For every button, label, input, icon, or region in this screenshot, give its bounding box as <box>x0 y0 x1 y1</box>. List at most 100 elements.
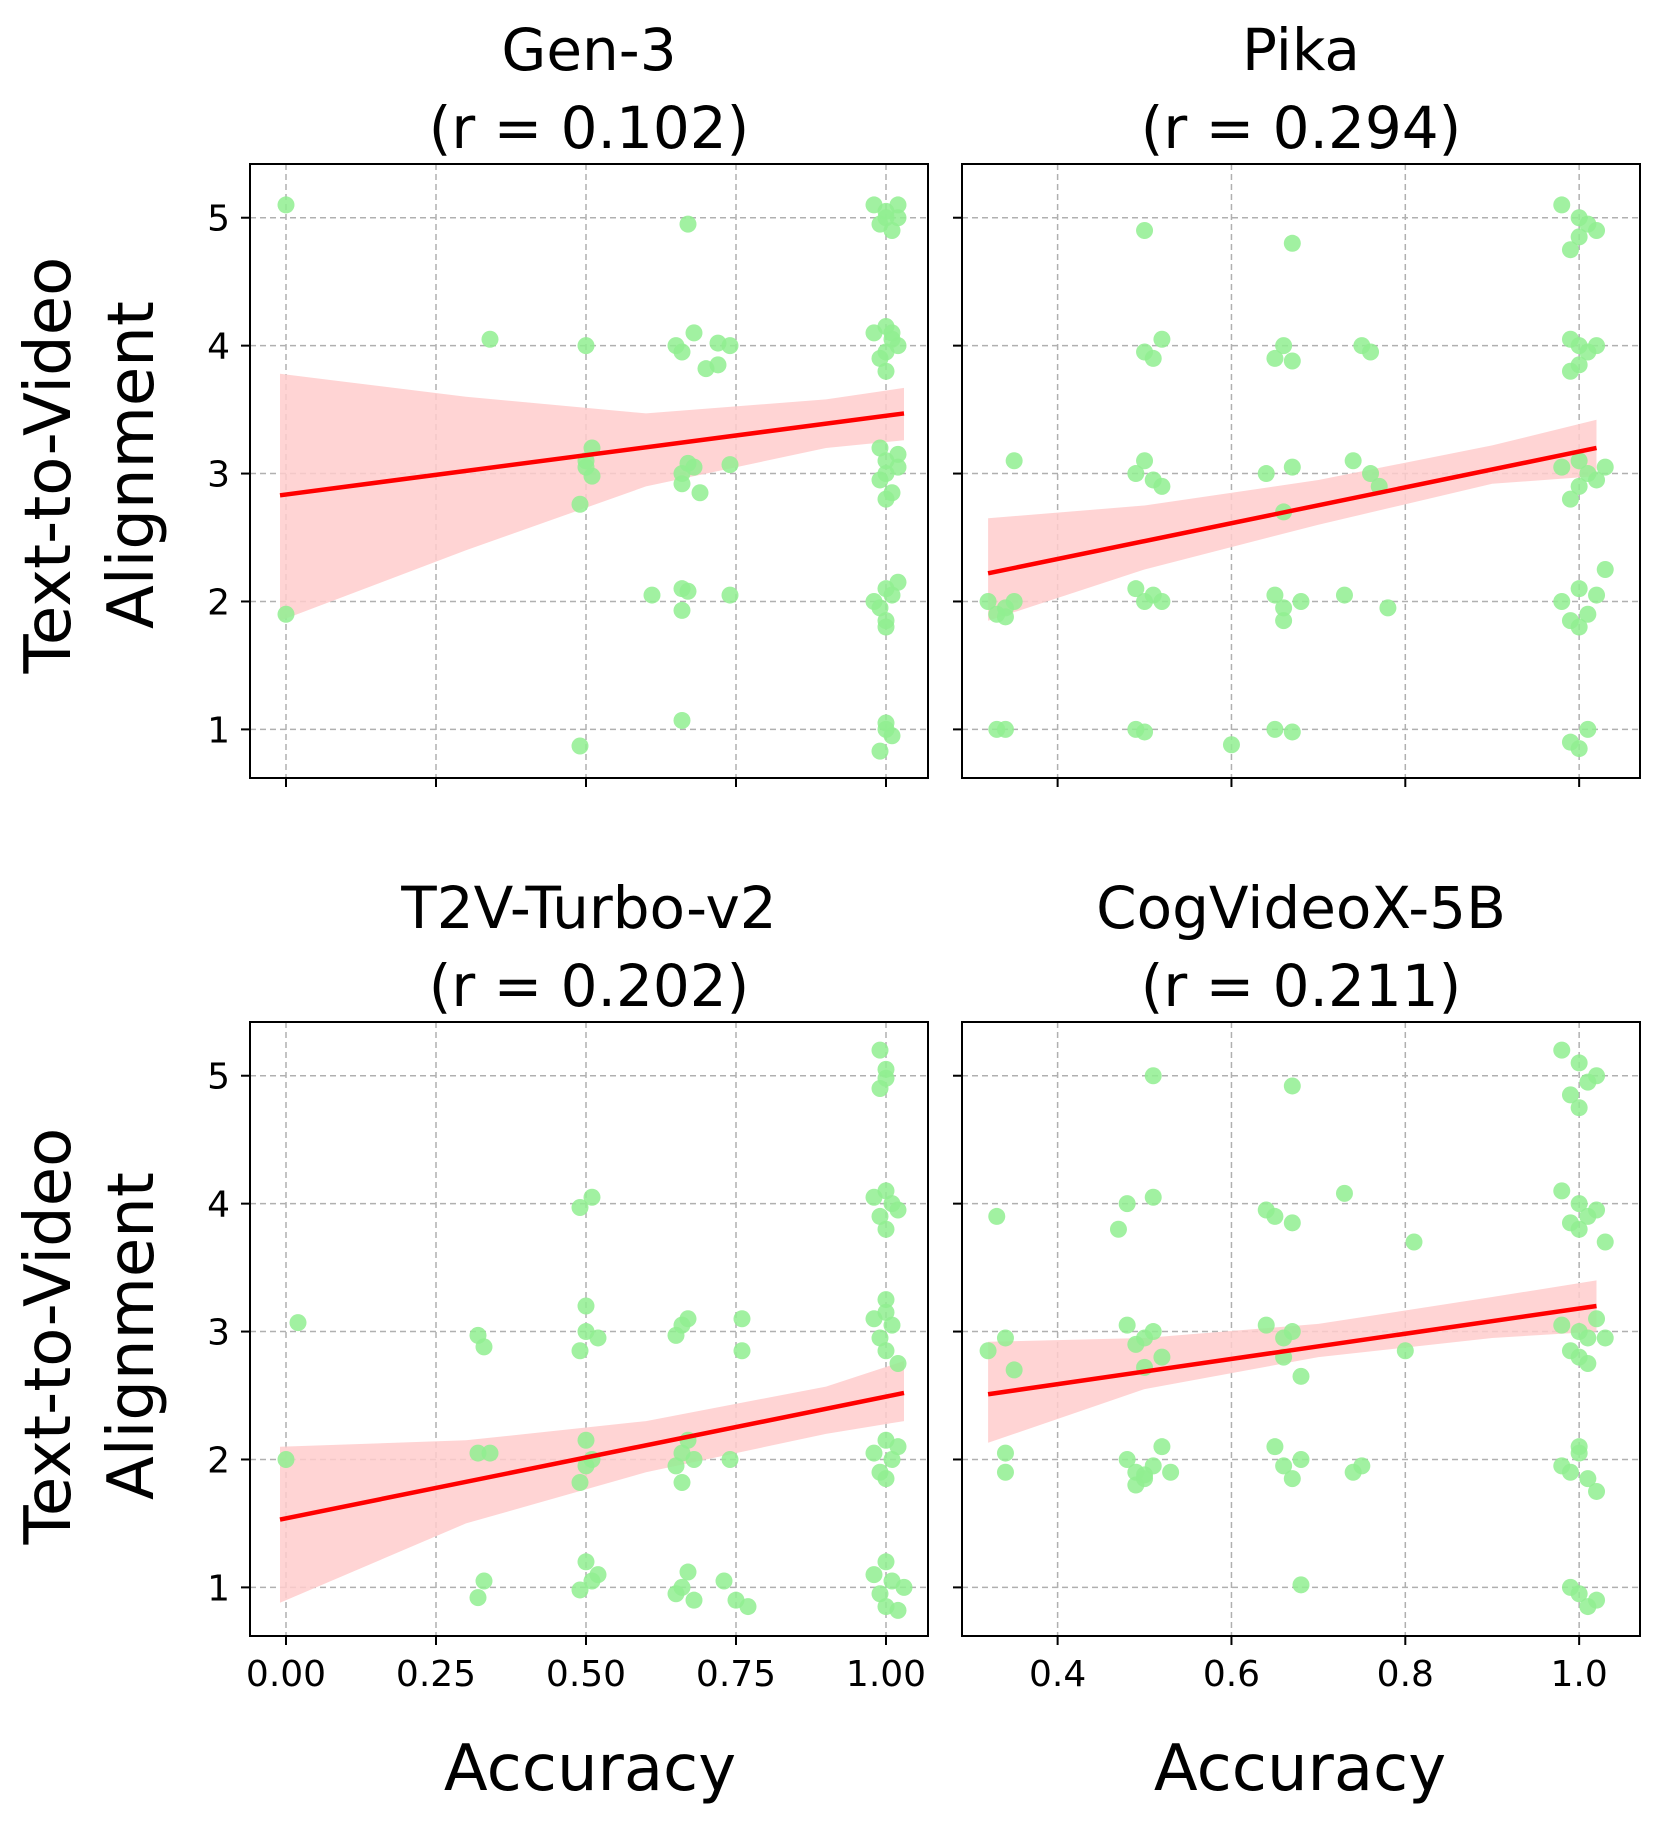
scatter-point <box>1553 196 1571 214</box>
scatter-point <box>1588 1310 1606 1328</box>
scatter-point <box>1553 458 1571 476</box>
scatter-point <box>1283 1214 1301 1232</box>
axes-frame <box>961 1021 1641 1637</box>
scatter-point <box>1588 1067 1606 1085</box>
scatter-point <box>1266 1207 1284 1225</box>
x-tick-label: 0.75 <box>696 1654 776 1695</box>
scatter-point <box>667 1457 685 1475</box>
scatter-point <box>1153 477 1171 495</box>
scatter-point <box>889 196 907 214</box>
scatter-point <box>721 337 739 355</box>
scatter-point <box>1579 1329 1597 1347</box>
scatter-point <box>1588 337 1606 355</box>
scatter-point <box>1275 612 1293 630</box>
scatter-point <box>589 1329 607 1347</box>
row2-ylabel-line2: Alignment <box>95 1172 169 1500</box>
scatter-point <box>1570 1220 1588 1238</box>
scatter-point <box>889 1201 907 1219</box>
scatter-point <box>988 1207 1006 1225</box>
row2-ylabel-line1: Text-to-Video <box>12 1128 86 1546</box>
axes-frame <box>249 1021 929 1637</box>
scatter-point <box>1275 337 1293 355</box>
scatter-point <box>577 1431 595 1449</box>
scatter-point <box>673 343 691 361</box>
scatter-point <box>721 586 739 604</box>
panel-title: CogVideoX-5B <box>1096 874 1506 942</box>
scatter-point <box>1553 1182 1571 1200</box>
panel-t2v-turbo-v2: T2V-Turbo-v2 (r = 0.202) 0.00 0.25 0.50 0.7… <box>207 874 929 1695</box>
scatter-point <box>739 1598 757 1616</box>
scatter-point <box>1344 1463 1362 1481</box>
scatter-point <box>877 1303 895 1321</box>
scatter-point <box>889 209 907 227</box>
scatter-point <box>889 1438 907 1456</box>
scatter-point <box>667 1326 685 1344</box>
scatter-point <box>667 1585 685 1603</box>
scatter-point <box>1579 1355 1597 1373</box>
x-tick-label: 1.00 <box>846 1654 926 1695</box>
y-tick-label: 2 <box>207 582 230 623</box>
scatter-point <box>877 1182 895 1200</box>
scatter-point <box>673 711 691 729</box>
scatter-point <box>1118 1316 1136 1334</box>
scatter-point <box>1292 1450 1310 1468</box>
scatter-point <box>895 1578 913 1596</box>
scatter-point <box>996 608 1014 626</box>
scatter-point <box>871 1329 889 1347</box>
scatter-point <box>685 324 703 342</box>
scatter-point <box>577 337 595 355</box>
scatter-point <box>1153 1438 1171 1456</box>
scatter-point <box>1292 1576 1310 1594</box>
scatter-point <box>577 1457 595 1475</box>
scatter-point <box>1579 605 1597 623</box>
scatter-point <box>721 456 739 474</box>
scatter-point <box>1222 736 1240 754</box>
scatter-point <box>1283 1323 1301 1341</box>
scatter-point <box>1118 1450 1136 1468</box>
scatter-point <box>1283 352 1301 370</box>
scatter-point <box>571 1198 589 1216</box>
scatter-point <box>1136 452 1154 470</box>
y-tick-label: 1 <box>207 1568 230 1609</box>
x-tick-label: 0.00 <box>246 1654 326 1695</box>
scatter-point <box>1266 586 1284 604</box>
scatter-point <box>871 1041 889 1059</box>
scatter-point <box>1283 1470 1301 1488</box>
scatter-point <box>1005 452 1023 470</box>
scatter-point <box>979 592 997 610</box>
scatter-point <box>1005 592 1023 610</box>
scatter-point <box>1596 1233 1614 1251</box>
scatter-point <box>691 484 709 502</box>
regression-line <box>987 445 1597 576</box>
scatter-point <box>475 1572 493 1590</box>
scatter-point <box>871 742 889 760</box>
scatter-point <box>1275 1457 1293 1475</box>
scatter-point <box>709 356 727 374</box>
scatter-point <box>1109 1220 1127 1238</box>
scatter-point <box>996 720 1014 738</box>
x-tick-label: 0.8 <box>1377 1654 1434 1695</box>
bottom-left-xlabel: Accuracy <box>444 1732 736 1806</box>
scatter-point <box>571 737 589 755</box>
scatter-point <box>469 1589 487 1607</box>
scatter-point <box>577 1297 595 1315</box>
panel-gen-3: Gen-3 (r = 0.102) 1 2 3 4 5 <box>207 16 929 787</box>
scatter-point <box>1266 349 1284 367</box>
panel-subtitle: (r = 0.202) <box>429 952 750 1020</box>
scatter-point <box>679 215 697 233</box>
row1-ylabel-line2: Alignment <box>95 301 169 629</box>
scatter-point <box>1127 1335 1145 1353</box>
scatter-point <box>889 1355 907 1373</box>
scatter-point <box>1588 1201 1606 1219</box>
scatter-point <box>1579 720 1597 738</box>
x-tick-label: 0.25 <box>396 1654 476 1695</box>
y-tick-label: 3 <box>207 1313 230 1354</box>
scatter-point <box>1344 452 1362 470</box>
scatter-point <box>996 1463 1014 1481</box>
panel-subtitle: (r = 0.211) <box>1141 952 1462 1020</box>
scatter-point <box>673 601 691 619</box>
scatter-point <box>889 573 907 591</box>
scatter-point <box>571 495 589 513</box>
scatter-point <box>1596 458 1614 476</box>
scatter-point <box>277 605 295 623</box>
